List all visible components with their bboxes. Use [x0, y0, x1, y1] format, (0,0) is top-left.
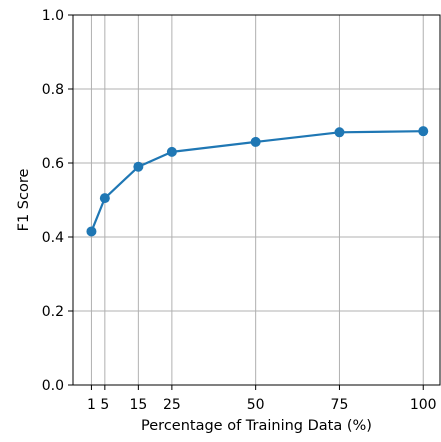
y-axis-label: F1 Score [16, 169, 32, 232]
data-point [86, 226, 97, 237]
x-tick-label: 15 [129, 397, 147, 413]
x-tick-label: 100 [410, 397, 437, 413]
x-tick-label: 75 [331, 397, 349, 413]
series-points [86, 126, 429, 237]
grid-lines [73, 14, 440, 386]
data-point [99, 193, 110, 204]
axis-ticks [68, 14, 424, 390]
plot-area-frame [72, 14, 441, 386]
x-tick-label: 50 [247, 397, 265, 413]
data-point [133, 161, 144, 172]
x-axis-label: Percentage of Training Data (%) [141, 418, 372, 434]
y-tick-label: 0.0 [42, 378, 64, 394]
y-tick-label: 0.6 [42, 156, 64, 172]
data-point [334, 127, 345, 138]
y-tick-label: 0.2 [42, 304, 64, 320]
x-tick-label: 5 [100, 397, 109, 413]
y-tick-label: 0.4 [42, 230, 64, 246]
x-tick-label: 1 [87, 397, 96, 413]
data-point [418, 126, 429, 137]
x-tick-label: 25 [163, 397, 181, 413]
y-tick-label: 1.0 [42, 8, 64, 24]
data-point [250, 136, 261, 147]
data-point [166, 146, 177, 157]
axis-tick-labels: 1 5 15 25 50 75 100 0.0 0.2 0.4 0.6 0.8 1.0 [42, 8, 437, 413]
y-tick-label: 0.8 [42, 82, 64, 98]
